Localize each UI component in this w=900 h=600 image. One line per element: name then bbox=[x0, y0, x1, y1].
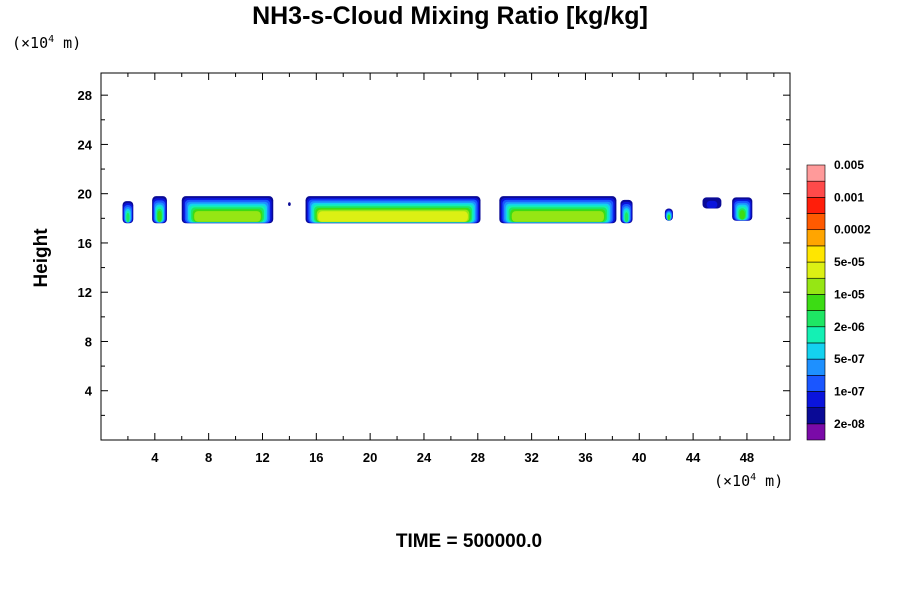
y-tick-label: 28 bbox=[78, 88, 92, 103]
colorbar-label: 5e-07 bbox=[834, 352, 865, 366]
x-tick-label: 48 bbox=[740, 450, 754, 465]
cloud-contour-band bbox=[126, 212, 130, 223]
cloud-contour-band bbox=[511, 211, 604, 222]
colorbar-swatch bbox=[806, 164, 826, 182]
colorbar-label: 0.005 bbox=[834, 158, 864, 172]
cloud-patch bbox=[664, 208, 673, 221]
x-tick-label: 40 bbox=[632, 450, 646, 465]
y-tick-label: 12 bbox=[78, 285, 92, 300]
cloud-patch bbox=[288, 202, 291, 207]
colorbar-swatch bbox=[806, 197, 826, 214]
cloud-patch bbox=[181, 196, 274, 224]
x-tick-label: 20 bbox=[363, 450, 377, 465]
colorbar-label: 2e-08 bbox=[834, 417, 865, 431]
x-tick-label: 16 bbox=[309, 450, 323, 465]
y-tick-label: 4 bbox=[85, 384, 93, 399]
colorbar-swatch bbox=[806, 213, 826, 231]
y-tick-label: 24 bbox=[78, 137, 93, 152]
chart-title: NH3-s-Cloud Mixing Ratio [kg/kg] bbox=[252, 2, 648, 30]
cloud-contour-band bbox=[318, 211, 468, 222]
colorbar-label: 5e-05 bbox=[834, 255, 865, 269]
cloud-contour-band bbox=[624, 212, 629, 223]
cloud-contour-band bbox=[288, 202, 291, 207]
y-tick-label: 16 bbox=[78, 236, 92, 251]
x-tick-label: 12 bbox=[255, 450, 269, 465]
y-unit-label: (×104 m) bbox=[12, 34, 82, 52]
cloud-layer bbox=[122, 196, 753, 224]
cloud-contour-band bbox=[194, 211, 261, 222]
cloud-patch bbox=[702, 197, 722, 209]
colorbar-swatch bbox=[806, 407, 826, 425]
x-unit-label: (×104 m) bbox=[714, 472, 784, 490]
x-tick-label: 4 bbox=[151, 450, 159, 465]
colorbar-swatch bbox=[806, 374, 826, 392]
colorbar-swatch bbox=[806, 277, 826, 295]
x-tick-label: 8 bbox=[205, 450, 212, 465]
colorbar-label: 0.0002 bbox=[834, 223, 871, 237]
colorbar-swatch bbox=[806, 180, 826, 198]
cloud-patch bbox=[152, 196, 167, 224]
colorbar-swatch bbox=[806, 358, 826, 376]
colorbar-swatch bbox=[806, 229, 826, 247]
y-tick-label: 20 bbox=[78, 187, 92, 202]
cloud-contour-band bbox=[739, 210, 745, 220]
y-tick-label: 8 bbox=[85, 334, 92, 349]
colorbar-label: 0.001 bbox=[834, 190, 864, 204]
x-tick-label: 36 bbox=[578, 450, 592, 465]
cloud-patch bbox=[499, 196, 617, 224]
x-tick-label: 28 bbox=[471, 450, 485, 465]
colorbar-swatch bbox=[806, 423, 826, 441]
colorbar-label: 2e-06 bbox=[834, 320, 865, 334]
x-tick-label: 44 bbox=[686, 450, 701, 465]
cloud-contour-band bbox=[706, 200, 718, 209]
colorbar-swatch bbox=[806, 294, 826, 311]
cloud-patch bbox=[620, 199, 633, 224]
cloud-patch bbox=[305, 196, 481, 224]
colorbar-swatch bbox=[806, 391, 826, 408]
colorbar-swatch bbox=[806, 245, 826, 263]
colorbar-swatch bbox=[806, 342, 826, 360]
colorbar-label: 1e-05 bbox=[834, 287, 865, 301]
colorbar-swatch bbox=[806, 310, 826, 328]
cloud-patch bbox=[732, 197, 753, 221]
x-tick-label: 24 bbox=[417, 450, 432, 465]
x-tick-label: 32 bbox=[524, 450, 538, 465]
cloud-contour-band bbox=[157, 210, 162, 222]
colorbar-swatch bbox=[806, 326, 826, 344]
cloud-contour-band bbox=[667, 215, 670, 221]
time-label: TIME = 500000.0 bbox=[395, 531, 543, 552]
plot-frame bbox=[100, 72, 791, 441]
colorbar-label: 1e-07 bbox=[834, 384, 865, 398]
cloud-patch bbox=[122, 201, 134, 224]
colorbar: 2e-08 1e-07 5e-07 2e-06 1e-05 5e-05 0.0002 0.00… bbox=[806, 158, 871, 441]
colorbar-swatch bbox=[806, 261, 826, 279]
